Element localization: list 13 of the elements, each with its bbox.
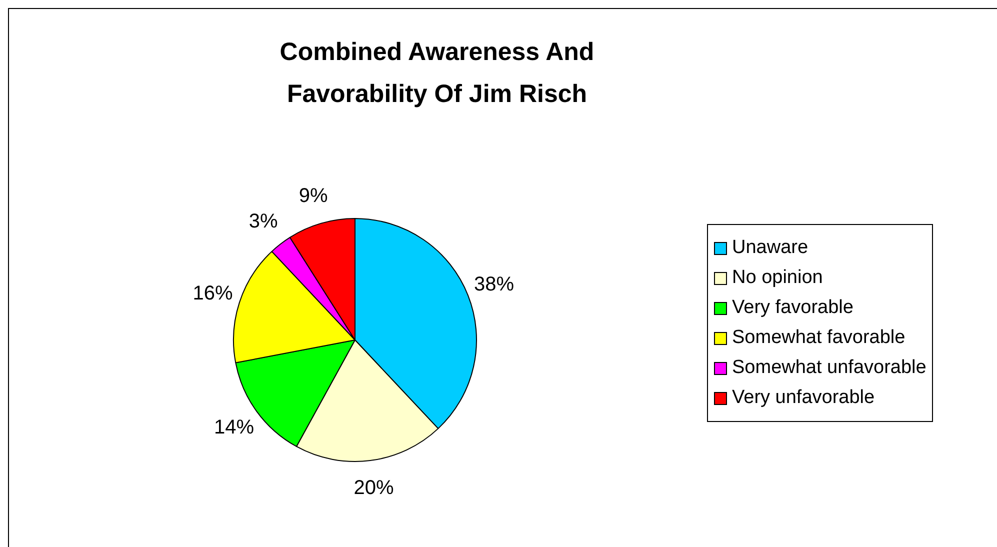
data-label: 3%: [248, 210, 278, 232]
legend-label: Somewhat unfavorable: [732, 356, 926, 380]
legend-label: Very favorable: [732, 296, 854, 320]
chart-title: Combined Awareness And Favorability Of Jim Risch: [278, 37, 596, 110]
data-label: 38%: [474, 273, 514, 296]
data-label: 9%: [298, 184, 328, 207]
legend-label: No opinion: [732, 266, 823, 290]
data-label: 16%: [192, 282, 234, 304]
legend-label: Somewhat favorable: [732, 326, 906, 350]
legend-label: Unaware: [732, 236, 808, 260]
data-label: 20%: [354, 476, 394, 499]
legend-label: Very unfavorable: [732, 386, 875, 410]
data-label: 14%: [214, 416, 254, 438]
